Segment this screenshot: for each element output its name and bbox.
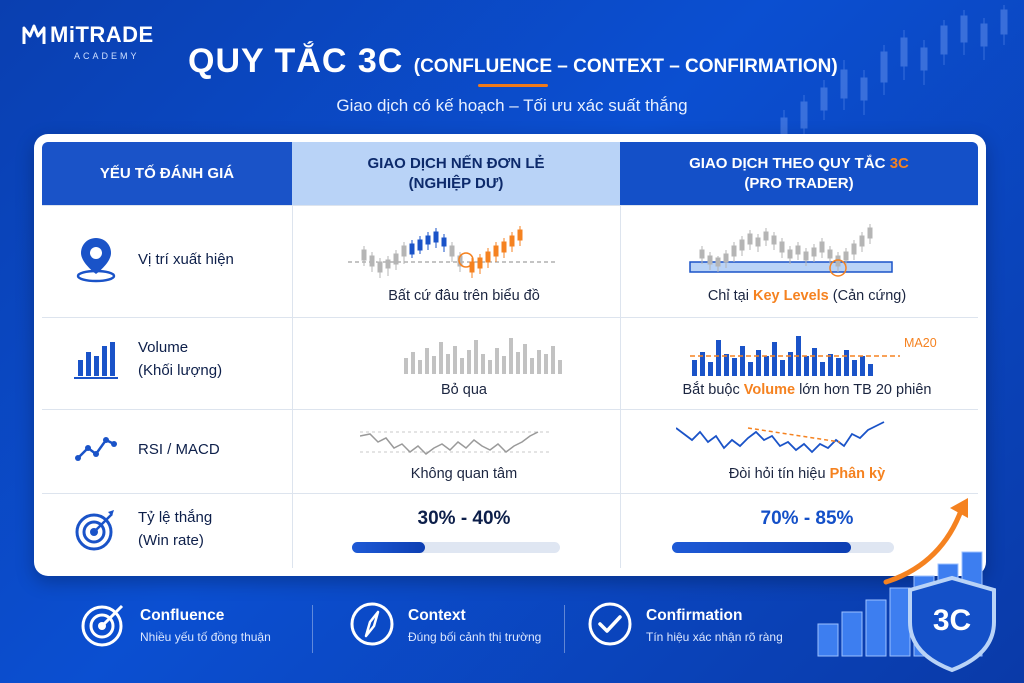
brand-name: MiTRADE (50, 22, 154, 47)
pro-position-caption: Chỉ tại Key Levels (Cản cứng) (707, 288, 907, 304)
random-candles-chart (348, 226, 558, 278)
footer-divider (312, 605, 313, 653)
row-label: RSI / MACD (138, 441, 220, 458)
compass-icon (350, 602, 394, 646)
footer-desc: Nhiều yếu tố đồng thuận (140, 630, 271, 644)
amateur-winrate-bar (352, 542, 560, 553)
header-pro: GIAO DỊCH THEO QUY TẮC 3C (PRO TRADER) (620, 142, 978, 205)
page-subtitle: Giao dịch có kế hoạch – Tối ưu xác suất … (336, 96, 688, 115)
footer-title: Confluence (140, 607, 225, 624)
column-divider (292, 205, 293, 568)
brand-sub: ACADEMY (74, 51, 140, 61)
table-row-volume: Volume (Khối lượng) Bỏ qua (42, 317, 978, 409)
header-amateur: GIAO DỊCH NẾN ĐƠN LẺ (NGHIỆP DƯ) (292, 142, 620, 205)
row-label: Tỷ lệ thắng (Win rate) (138, 509, 213, 549)
footer-desc: Đúng bối cảnh thị trường (408, 630, 542, 644)
title-underline (478, 84, 548, 87)
pro-volume-chart (690, 336, 900, 376)
badge-3c: 3C (932, 604, 972, 637)
divergence-chart (676, 421, 885, 454)
pro-volume-caption: Bắt buộc Volume lớn hơn TB 20 phiên (682, 382, 932, 398)
table-row-winrate: Tỷ lệ thắng (Win rate) 30% - 40% 70% - 85… (42, 493, 978, 568)
amateur-winrate-fill (352, 542, 425, 553)
target-icon (75, 510, 114, 551)
pro-indicator-caption: Đòi hỏi tín hiệu Phân kỳ (728, 466, 886, 482)
title-paren: (CONFLUENCE – CONTEXT – CONFIRMATION) (413, 56, 838, 77)
amateur-volume-caption: Bỏ qua (441, 382, 487, 398)
mitrade-logo-icon (22, 24, 46, 44)
key-level-chart (689, 224, 893, 277)
title-main: QUY TẮC 3C (188, 42, 404, 80)
amateur-winrate: 30% - 40% (417, 508, 511, 529)
ma20-label: MA20 (904, 336, 937, 350)
target-icon (81, 604, 124, 647)
amateur-volume-chart (404, 338, 562, 374)
column-divider (620, 205, 621, 568)
pro-winrate-bar (672, 542, 894, 553)
header-criteria: YẾU TỐ ĐÁNH GIÁ (42, 142, 292, 205)
brand-logo: MiTRADE ACADEMY (22, 22, 172, 68)
volume-bars-icon (74, 342, 118, 379)
footer-divider (564, 605, 565, 653)
pro-winrate: 70% - 85% (760, 508, 854, 529)
amateur-rsi-chart (360, 431, 550, 455)
background-candles (780, 5, 1008, 150)
table-row-indicator: RSI / MACD Không quan tâm Đòi hỏi tín hi… (42, 409, 978, 493)
row-label: Vị trí xuất hiện (138, 251, 234, 268)
comparison-table: YẾU TỐ ĐÁNH GIÁ GIAO DỊCH NẾN ĐƠN LẺ (NGH… (34, 134, 986, 576)
footer-desc: Tín hiệu xác nhận rõ ràng (646, 630, 783, 644)
row-label: Volume (Khối lượng) (138, 339, 223, 379)
pro-winrate-fill (672, 542, 851, 553)
page-title: QUY TẮC 3C (CONFLUENCE – CONTEXT – CONFI… (188, 42, 838, 81)
table-row-position: Vị trí xuất hiện (42, 205, 978, 317)
checkmark-circle-icon (588, 602, 632, 646)
line-chart-icon (75, 437, 117, 461)
location-pin-icon (76, 238, 116, 283)
footer-title: Confirmation (646, 607, 743, 624)
amateur-position-caption: Bất cứ đâu trên biểu đồ (388, 288, 540, 304)
footer-title: Context (408, 607, 466, 624)
amateur-indicator-caption: Không quan tâm (410, 466, 518, 482)
growth-bars-shield-graphic (817, 498, 996, 673)
